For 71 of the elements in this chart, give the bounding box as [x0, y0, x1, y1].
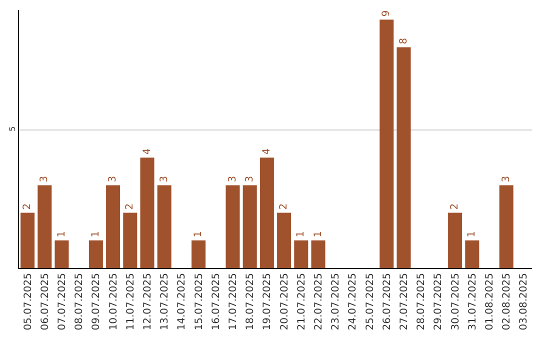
- bar: [260, 158, 274, 268]
- data-label: 3: [227, 176, 238, 182]
- data-label: 2: [450, 203, 461, 210]
- y-tick-label: 5: [8, 126, 17, 132]
- x-tick-label: 05.07.2025: [22, 273, 34, 330]
- x-tick-label: 28.07.2025: [416, 273, 428, 330]
- data-label: 2: [22, 203, 34, 210]
- x-tick-label: 31.07.2025: [467, 273, 478, 330]
- data-label: 1: [193, 231, 204, 238]
- bar: [123, 212, 138, 268]
- data-label: 3: [39, 176, 50, 182]
- x-tick-label: 29.07.2025: [433, 273, 444, 330]
- x-tick-label: 19.07.2025: [262, 273, 274, 330]
- x-tick-label: 08.07.2025: [74, 273, 86, 330]
- bar: [294, 240, 308, 268]
- bar: [20, 212, 35, 268]
- data-label: 3: [500, 176, 512, 182]
- x-tick-label: 11.07.2025: [125, 273, 136, 330]
- x-tick-label: 24.07.2025: [348, 273, 359, 330]
- x-tick-label: 17.07.2025: [228, 273, 239, 330]
- x-tick-label: 27.07.2025: [399, 273, 410, 330]
- bar: [106, 185, 120, 268]
- data-label: 1: [312, 231, 324, 238]
- bar: [499, 185, 514, 268]
- data-label: 4: [142, 148, 153, 155]
- data-label: 1: [90, 231, 102, 238]
- x-tick-label: 20.07.2025: [279, 273, 290, 330]
- x-tick-label: 16.07.2025: [210, 273, 222, 330]
- bar: [465, 240, 480, 268]
- bar: [396, 47, 411, 268]
- x-tick-label: 07.07.2025: [57, 273, 68, 330]
- x-tick-label: 23.07.2025: [330, 273, 342, 330]
- data-label: 1: [296, 231, 307, 238]
- bar: [448, 212, 462, 268]
- x-tick-label: 09.07.2025: [91, 273, 102, 330]
- x-tick-label: 22.07.2025: [314, 273, 324, 330]
- data-label: 2: [124, 203, 136, 210]
- data-label: 3: [158, 176, 170, 182]
- x-tick-label: 14.07.2025: [176, 273, 188, 330]
- x-tick-label: 03.08.2025: [518, 273, 530, 330]
- x-tick-label: 21.07.2025: [296, 273, 308, 330]
- data-label: 9: [381, 10, 392, 17]
- data-label: 1: [466, 231, 478, 238]
- x-tick-label: 25.07.2025: [364, 273, 376, 330]
- bar: [226, 185, 240, 268]
- x-tick-label: 13.07.2025: [160, 273, 171, 330]
- x-tick-label: 10.07.2025: [108, 273, 120, 330]
- bar: [140, 158, 154, 268]
- bar: [380, 20, 394, 268]
- x-tick-label: 18.07.2025: [245, 273, 256, 330]
- x-tick-label: 02.08.2025: [502, 273, 513, 330]
- bar: [277, 212, 292, 268]
- bar: [157, 185, 172, 268]
- x-tick-label: 30.07.2025: [450, 273, 462, 330]
- data-label: 3: [244, 176, 256, 182]
- bar: [242, 185, 257, 268]
- x-tick-label: 01.08.2025: [484, 273, 496, 330]
- data-label: 2: [278, 203, 290, 210]
- data-label: 4: [261, 148, 272, 155]
- x-tick-label: 06.07.2025: [40, 273, 51, 330]
- data-label: 1: [56, 231, 68, 238]
- data-label: 3: [108, 176, 119, 182]
- x-tick-label: 26.07.2025: [382, 273, 393, 330]
- bar: [54, 240, 69, 268]
- bar: [192, 240, 206, 268]
- bar: [88, 240, 103, 268]
- bar: [311, 240, 326, 268]
- x-tick-label: 12.07.2025: [142, 273, 154, 330]
- bar: [38, 185, 52, 268]
- x-tick-label: 15.07.2025: [194, 273, 205, 330]
- data-label: 8: [398, 38, 410, 44]
